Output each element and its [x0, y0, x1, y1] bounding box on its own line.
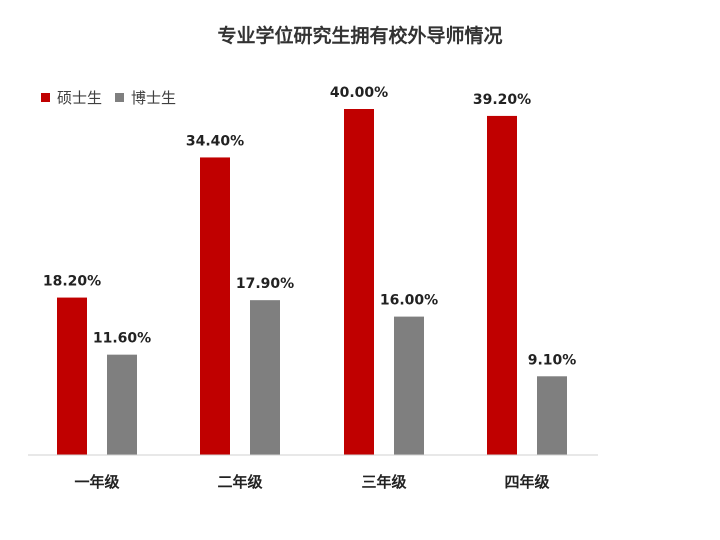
- data-label-master-4: 39.20%: [473, 92, 531, 108]
- bar-master-1: [57, 297, 87, 455]
- x-tick-label-2: 二年级: [217, 473, 263, 491]
- bar-master-2: [200, 157, 230, 455]
- legend-label-master: 硕士生: [57, 89, 102, 107]
- bar-master-4: [487, 115, 517, 456]
- x-tick-label-3: 三年级: [361, 473, 407, 491]
- data-label-doctor-1: 11.60%: [93, 331, 151, 347]
- bar-doctor-2: [250, 300, 280, 455]
- bar-master-3: [344, 109, 374, 455]
- data-label-master-2: 34.40%: [186, 133, 244, 149]
- data-label-master-1: 18.20%: [43, 274, 101, 290]
- legend-swatch-master: [41, 93, 50, 102]
- bar-doctor-3: [394, 316, 424, 455]
- x-tick-label-4: 四年级: [504, 473, 550, 491]
- bars-group: 18.20% 11.60% 34.40% 17.90% 40.00% 16.00% 39.2…: [43, 85, 577, 456]
- legend: 硕士生 博士生: [41, 89, 176, 107]
- data-label-doctor-4: 9.10%: [528, 352, 577, 368]
- data-label-master-3: 40.00%: [330, 85, 388, 101]
- bar-doctor-1: [107, 354, 137, 455]
- legend-swatch-doctor: [115, 93, 124, 102]
- chart-title: 专业学位研究生拥有校外导师情况: [217, 24, 502, 47]
- x-tick-labels: 一年级 二年级 三年级 四年级: [74, 473, 550, 491]
- data-label-doctor-3: 16.00%: [380, 293, 438, 309]
- legend-label-doctor: 博士生: [131, 89, 176, 107]
- bar-doctor-4: [537, 376, 567, 455]
- data-label-doctor-2: 17.90%: [236, 276, 294, 292]
- x-tick-label-1: 一年级: [74, 473, 120, 491]
